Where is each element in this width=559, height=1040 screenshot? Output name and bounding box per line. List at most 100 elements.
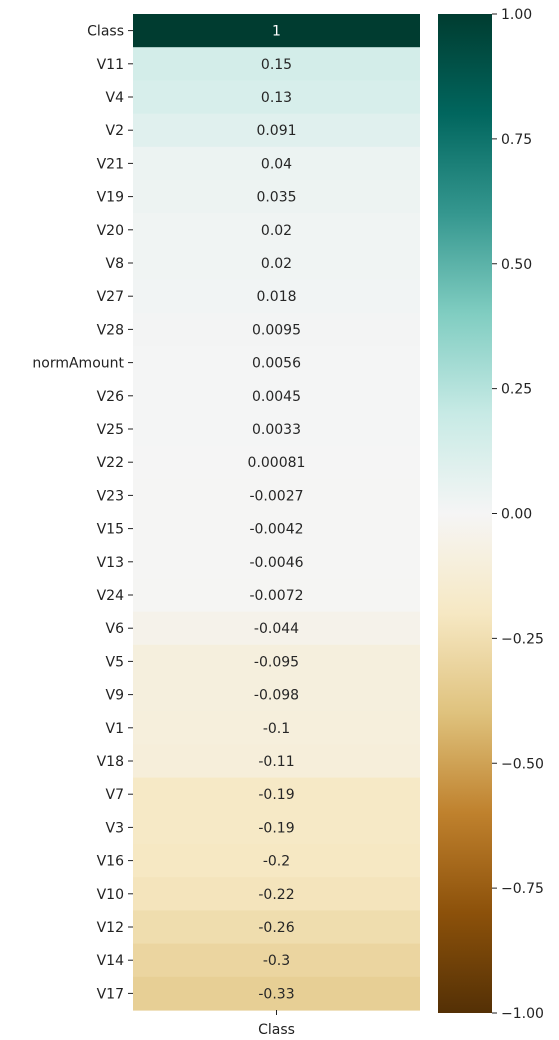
heatmap-cell [133,545,420,579]
cell-value-label: -0.22 [258,887,294,903]
cell-value-label: -0.095 [254,654,299,670]
heatmap-cell [133,744,420,779]
y-tick-label: V24 [97,588,124,604]
heatmap-cell [133,379,420,413]
heatmap-cell [133,312,420,347]
colorbar-tick-label: −1.00 [501,1006,544,1022]
heatmap-cell [133,146,420,181]
heatmap-cell [133,810,420,845]
heatmap-cell [133,844,420,878]
heatmap-cell [133,412,420,447]
cell-value-label: 0.035 [256,190,296,206]
y-tick-label: V19 [97,190,124,206]
cell-value-label: 0.00081 [248,455,306,471]
cell-value-label: -0.0072 [249,588,303,604]
y-tick-label: V3 [106,820,124,836]
y-tick-label: V1 [106,721,124,737]
heatmap-cells: 1 0.15 0.13 0.091 0.04 0.035 0.02 0.02 0.018 0.00… [133,14,420,1011]
cell-value-label: 0.02 [261,223,292,239]
y-tick-label: V9 [106,688,124,704]
y-tick-label: V14 [97,953,124,969]
heatmap-cell [133,80,420,115]
heatmap-cell [133,644,420,679]
y-tick-label: V17 [97,986,124,1002]
y-tick-label: V4 [106,90,125,106]
heatmap-cell [133,445,420,480]
heatmap-cell [133,777,420,812]
colorbar-tick-label: 0.50 [501,257,532,273]
colorbar-tick-label: −0.50 [501,756,544,772]
cell-value-label: -0.0046 [249,555,303,571]
heatmap-cell [133,246,420,281]
y-tick-label: V10 [97,887,124,903]
heatmap-cell [133,678,420,712]
y-tick-label: V6 [106,621,125,637]
cell-value-label: -0.26 [258,920,294,936]
y-tick-label: V21 [97,156,124,172]
x-tick-label: Class [258,1022,295,1038]
y-tick-label: V12 [97,920,124,936]
heatmap-cell [133,213,420,247]
cell-value-label: 0.0045 [252,389,301,405]
y-tick-label: V23 [97,488,124,504]
cell-value-label: -0.3 [263,953,290,969]
y-axis: Class V11 V4 V2 V21 V19 V20 V8 V27 V28 normAmount V… [32,24,133,1002]
colorbar-gradient [438,14,492,1013]
colorbar-tick-label: 0.25 [501,382,532,398]
colorbar-tick-label: −0.25 [501,631,544,647]
cell-value-label: -0.2 [263,854,290,870]
colorbar-tick-label: 1.00 [501,7,532,23]
colorbar: 1.00 0.75 0.50 0.25 0.00 −0.25 −0.50 −0.75 −1.00 [438,7,544,1022]
y-tick-label: V15 [97,522,124,538]
heatmap-cell [133,711,420,745]
y-tick-label: V26 [97,389,124,405]
cell-value-label: 0.018 [256,289,296,305]
y-tick-label: V16 [97,854,124,870]
heatmap-cell [133,180,420,214]
heatmap-cell [133,113,420,148]
cell-value-label: 0.091 [256,123,296,139]
y-tick-label: V8 [106,256,124,272]
cell-value-label: 0.0033 [252,422,301,438]
heatmap-cell [133,279,420,314]
y-tick-label: V7 [106,787,124,803]
y-tick-label: V28 [97,322,124,338]
cell-value-label: -0.19 [258,820,294,836]
y-tick-label: V22 [97,455,124,471]
heatmap-cell [133,943,420,978]
cell-value-label: -0.044 [254,621,299,637]
y-tick-label: V11 [97,57,124,73]
cell-value-label: -0.19 [258,787,294,803]
y-tick-label: V27 [97,289,124,305]
heatmap-cell [133,478,420,513]
y-tick-label: normAmount [32,356,124,372]
cell-value-label: 0.04 [261,156,292,172]
cell-value-label: -0.1 [263,721,290,737]
cell-value-label: -0.33 [258,986,294,1002]
colorbar-tick-label: 0.00 [501,507,532,523]
cell-value-label: 0.13 [261,90,292,106]
y-tick-label: V25 [97,422,124,438]
heatmap-cell [133,976,420,1011]
heatmap-cell [133,47,420,81]
y-tick-label: V2 [106,123,124,139]
y-tick-label: V18 [97,754,124,770]
heatmap-cell [133,512,420,546]
cell-value-label: -0.098 [254,688,299,704]
y-tick-label: V5 [106,654,124,670]
cell-value-label: -0.0027 [249,488,303,504]
heatmap-cell [133,910,420,945]
heatmap-cell [133,14,420,48]
cell-value-label: 0.0095 [252,322,301,338]
colorbar-tick-label: 0.75 [501,132,532,148]
y-tick-label: V20 [97,223,124,239]
heatmap-cell [133,578,420,613]
y-tick-label: Class [87,24,124,40]
cell-value-label: -0.0042 [249,522,303,538]
cell-value-label: 0.15 [261,57,292,73]
heatmap-cell [133,611,420,646]
cell-value-label: 0.0056 [252,356,301,372]
cell-value-label: -0.11 [258,754,294,770]
cell-value-label: 1 [272,24,281,40]
